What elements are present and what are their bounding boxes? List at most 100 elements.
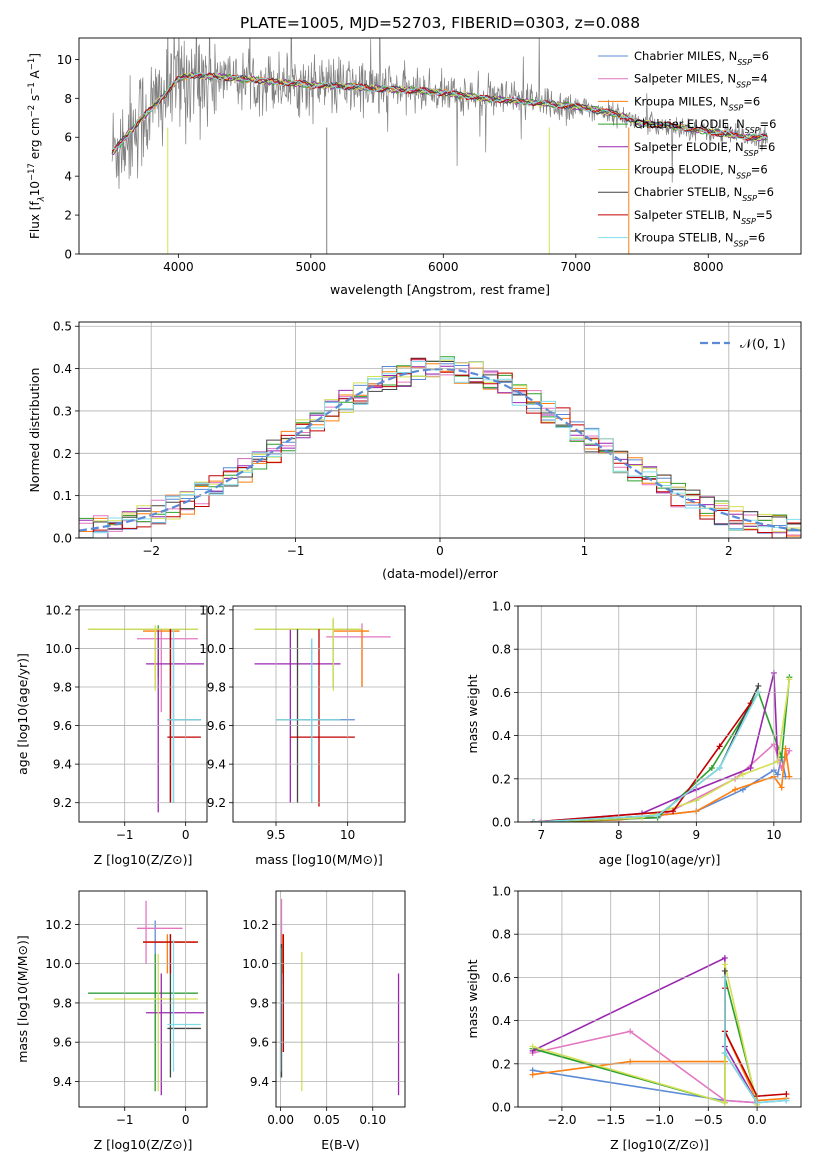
x-tick-label: 0.0 (748, 1113, 767, 1127)
y-tick-label: 10 (57, 53, 72, 67)
y-tick-label: 0.2 (492, 772, 511, 786)
legend-entry: Salpeter ELODIE, NSSP=6 (634, 140, 775, 158)
series-point (786, 747, 793, 754)
y-axis-label: mass weight (465, 674, 480, 753)
x-axis-label: wavelength [Angstrom, rest frame] (330, 282, 550, 297)
y-tick-label: 1.0 (492, 600, 511, 614)
y-tick-label: 9.8 (53, 681, 72, 695)
y-tick-label: 0.5 (53, 320, 72, 334)
y-axis-label: mass weight (465, 959, 480, 1038)
panel-residuals: −2 −1 0 1 2 0.0 0.1 0.2 0.3 0.4 0.5 (data-model)/er… (27, 320, 802, 581)
x-tick-label: 7 (537, 828, 545, 842)
y-axis-label: Flux [fλ10−17 erg cm−2 s−1 A−1] (27, 53, 47, 239)
axes-frame (78, 321, 802, 539)
y-tick-label: 10.0 (45, 957, 72, 971)
y-tick-label: 0.4 (492, 1014, 511, 1028)
series-point (627, 1028, 634, 1035)
series-point (708, 765, 715, 771)
x-axis-label: (data-model)/error (382, 566, 499, 581)
series-point (721, 1050, 728, 1056)
y-tick-label: 2 (64, 209, 72, 223)
panel-mass-vs-Z: −1 0 9.4 9.6 9.8 10.0 10.2 Z [log10(Z/Z⊙)] mass … (15, 890, 208, 1152)
y-tick-label: 9.6 (53, 719, 72, 733)
x-tick-label: 10 (766, 828, 781, 842)
x-tick-label: 0.05 (313, 1113, 340, 1127)
legend-entry: Kroupa ELODIE, NSSP=6 (634, 163, 768, 181)
y-tick-label: 9.6 (53, 1036, 72, 1050)
axes-frame (78, 605, 208, 823)
y-tick-label: 10.0 (242, 957, 269, 971)
y-tick-label: 0.2 (492, 1057, 511, 1071)
series-point (778, 754, 785, 761)
plot-area (254, 617, 391, 807)
series-point (721, 954, 728, 961)
y-tick-label: 9.8 (53, 996, 72, 1010)
x-tick-label: 4000 (163, 260, 194, 274)
y-tick-label: 9.4 (207, 758, 226, 772)
panel-age-vs-Z: −1 0 9.2 9.4 9.6 9.8 10.0 10.2 Z [log10(Z/Z⊙)] ag… (15, 603, 208, 867)
axes-frame (78, 890, 208, 1108)
series-point (529, 1043, 536, 1050)
axes-frame (275, 890, 406, 1108)
series-line (533, 679, 791, 822)
legend-entry: Kroupa MILES, NSSP=6 (634, 94, 760, 112)
series-point (782, 745, 789, 752)
series-point (739, 771, 746, 778)
y-tick-label: 0.4 (53, 362, 72, 376)
spectrum-model-line (111, 71, 768, 150)
y-tick-label: 10.2 (45, 918, 72, 932)
y-axis-label: mass [log10(M/M⊙)] (15, 935, 30, 1063)
x-tick-label: 6000 (428, 260, 459, 274)
y-tick-label: 9.4 (53, 758, 72, 772)
x-tick-label: 8000 (693, 260, 724, 274)
x-tick-label: 9.5 (266, 828, 285, 842)
x-tick-label: −1 (116, 828, 134, 842)
y-tick-label: 0.6 (492, 686, 511, 700)
panel-mass-weight-vs-Z: −2.0 −1.5 −1.0 −0.5 0.0 0.0 0.2 0.4 0.6 0.8 1.0 Z [… (465, 885, 802, 1152)
y-tick-label: 0.3 (53, 404, 72, 418)
y-tick-label: 0.8 (492, 643, 511, 657)
x-tick-label: 5000 (296, 260, 327, 274)
y-tick-label: 9.6 (207, 719, 226, 733)
y-tick-label: 0.1 (53, 489, 72, 503)
series-point (716, 765, 723, 771)
series-point (529, 1071, 536, 1078)
x-tick-label: −2.0 (547, 1113, 576, 1127)
y-tick-label: 8 (64, 92, 72, 106)
y-tick-label: 9.2 (53, 796, 72, 810)
x-tick-label: 8 (615, 828, 623, 842)
axes-frame (232, 605, 406, 823)
legend-entry: Chabrier MILES, NSSP=6 (634, 49, 769, 67)
series-point (774, 758, 781, 765)
y-tick-label: 4 (64, 170, 72, 184)
legend-entry: Salpeter MILES, NSSP=4 (634, 72, 768, 90)
x-tick-label: −1 (287, 544, 305, 558)
y-tick-label: 10.0 (45, 642, 72, 656)
axes-frame (78, 37, 802, 255)
series-line (532, 1030, 758, 1104)
legend-entry: Chabrier ELODIE, NSSP=6 (634, 117, 776, 135)
x-tick-label: −1 (116, 1113, 134, 1127)
figure-title: PLATE=1005, MJD=52703, FIBERID=0303, z=0… (240, 14, 640, 32)
y-tick-label: 6 (64, 131, 72, 145)
x-tick-label: −1.5 (596, 1113, 625, 1127)
x-tick-label: 0 (182, 828, 190, 842)
y-tick-label: 9.4 (53, 1075, 72, 1089)
y-tick-label: 0.6 (492, 971, 511, 985)
series-point (721, 1099, 728, 1106)
x-axis-label: E(B-V) (321, 1137, 360, 1152)
y-axis-label: Normed distribution (27, 368, 42, 493)
series-point (783, 1097, 790, 1104)
y-axis-label: age [log10(age/yr)] (15, 653, 30, 775)
panel-mass-weight-vs-age: 7 8 9 10 0.0 0.2 0.4 0.6 0.8 1.0 age [log10(age/yr… (465, 600, 802, 867)
x-axis-label: age [log10(age/yr)] (599, 852, 721, 867)
series-point (783, 1091, 790, 1098)
x-tick-label: 1 (581, 544, 589, 558)
y-tick-label: 10.2 (45, 603, 72, 617)
plot-area (111, 38, 768, 254)
y-tick-label: 0.0 (53, 532, 72, 546)
series-line (724, 977, 787, 1104)
y-tick-label: 9.2 (207, 796, 226, 810)
legend-entry: Kroupa STELIB, NSSP=6 (634, 231, 765, 249)
